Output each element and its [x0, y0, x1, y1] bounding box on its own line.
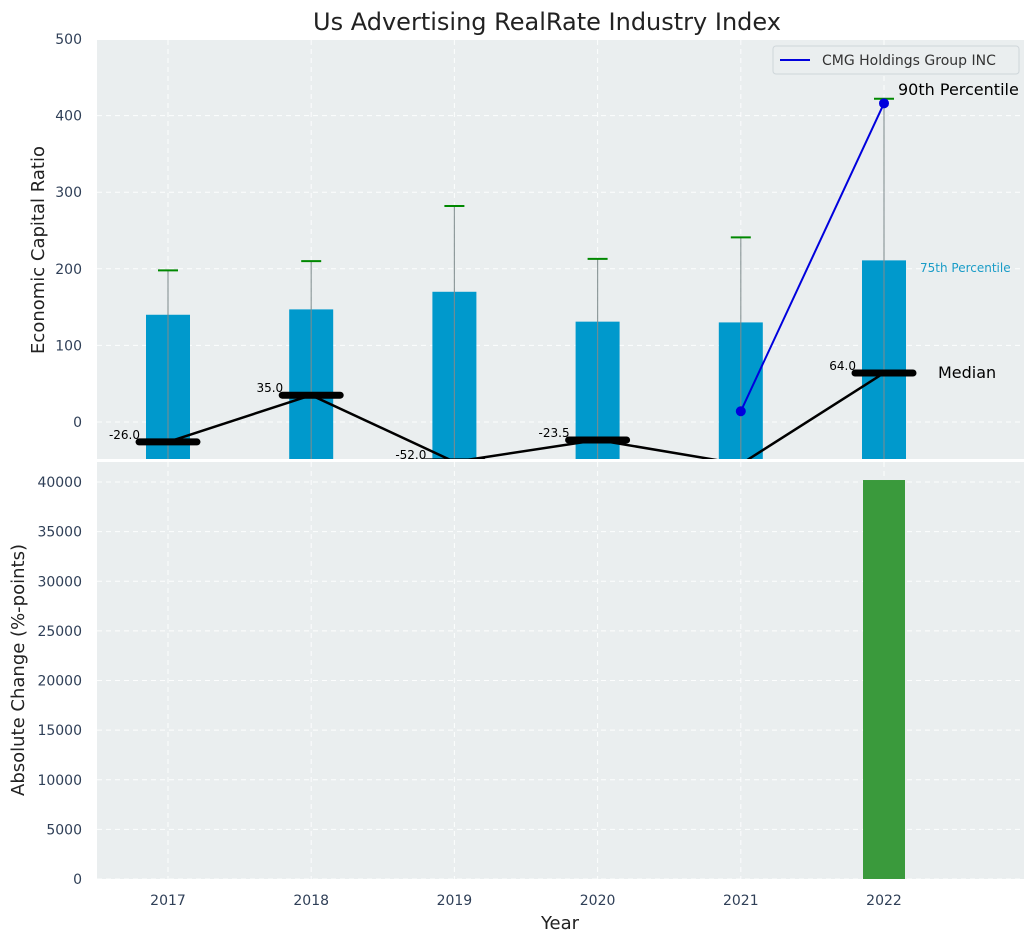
bottom-y-tick-label: 0 — [73, 872, 82, 888]
top-median-line: -26.0 35.0 -52.0 -23.5 64.0 — [109, 359, 917, 462]
x-tick-label-2018: 2018 — [293, 893, 329, 909]
annotation-median: Median — [938, 363, 996, 382]
chart-title: Us Advertising RealRate Industry Index — [313, 8, 781, 36]
bottom-y-tick-label: 30000 — [37, 574, 82, 590]
legend-entry-company: CMG Holdings Group INC — [822, 53, 996, 69]
top-y-axis-label: Economic Capital Ratio — [28, 146, 49, 354]
company-line — [739, 102, 885, 412]
annotation-75th-percentile: 75th Percentile — [920, 261, 1011, 275]
bottom-y-tick-label: 10000 — [37, 773, 82, 789]
median-value-label-2019: -52.0 — [395, 448, 426, 462]
top-y-tick-label: 100 — [55, 338, 82, 354]
bottom-y-axis-label: Absolute Change (%-points) — [8, 544, 29, 796]
bottom-y-tick-label: 40000 — [37, 475, 82, 491]
median-value-label-2017: -26.0 — [109, 428, 140, 442]
x-tick-label-2017: 2017 — [150, 893, 186, 909]
bottom-y-ticks: 0 5000 10000 15000 20000 25000 30000 35000 40000 — [37, 475, 82, 888]
bottom-y-tick-label: 15000 — [37, 723, 82, 739]
annotation-90th-percentile: 90th Percentile — [898, 80, 1019, 99]
x-axis-label: Year — [540, 913, 580, 934]
legend: CMG Holdings Group INC — [772, 45, 1020, 75]
bottom-bars — [863, 480, 905, 879]
company-point-2021 — [735, 406, 746, 417]
top-y-ticks: 0 100 200 300 400 500 — [55, 32, 82, 431]
median-trend-line — [167, 371, 885, 459]
bottom-y-tick-label: 25000 — [37, 624, 82, 640]
x-tick-label-2021: 2021 — [723, 893, 759, 909]
top-y-tick-label: 300 — [55, 185, 82, 201]
x-tick-label-2019: 2019 — [437, 893, 473, 909]
bottom-panel: 0 5000 10000 15000 20000 25000 30000 35000 40000… — [8, 462, 1024, 934]
legend-box — [772, 45, 1020, 75]
median-value-label-2018: 35.0 — [256, 381, 283, 395]
bottom-y-tick-label: 35000 — [37, 525, 82, 541]
top-company-line — [735, 98, 889, 417]
top-whiskers — [158, 97, 894, 459]
top-y-tick-label: 400 — [55, 109, 82, 125]
top-panel: 0 100 200 300 400 500 -26.0 35.0 -52.0 -23.5 64.0… — [28, 32, 1024, 462]
x-tick-label-2020: 2020 — [580, 893, 616, 909]
company-point-2022 — [879, 98, 889, 109]
top-y-tick-label: 200 — [55, 262, 82, 278]
x-tick-label-2022: 2022 — [866, 893, 902, 909]
bottom-y-tick-label: 5000 — [46, 822, 82, 838]
top-y-tick-label: 500 — [55, 32, 82, 48]
top-y-tick-label: 0 — [73, 415, 82, 431]
change-bar-2022 — [863, 480, 905, 879]
median-value-label-2022: 64.0 — [829, 359, 856, 373]
bottom-y-tick-label: 20000 — [37, 674, 82, 690]
x-ticks: 2017 2018 2019 2020 2021 2022 — [150, 893, 902, 909]
median-value-label-2020: -23.5 — [539, 426, 570, 440]
